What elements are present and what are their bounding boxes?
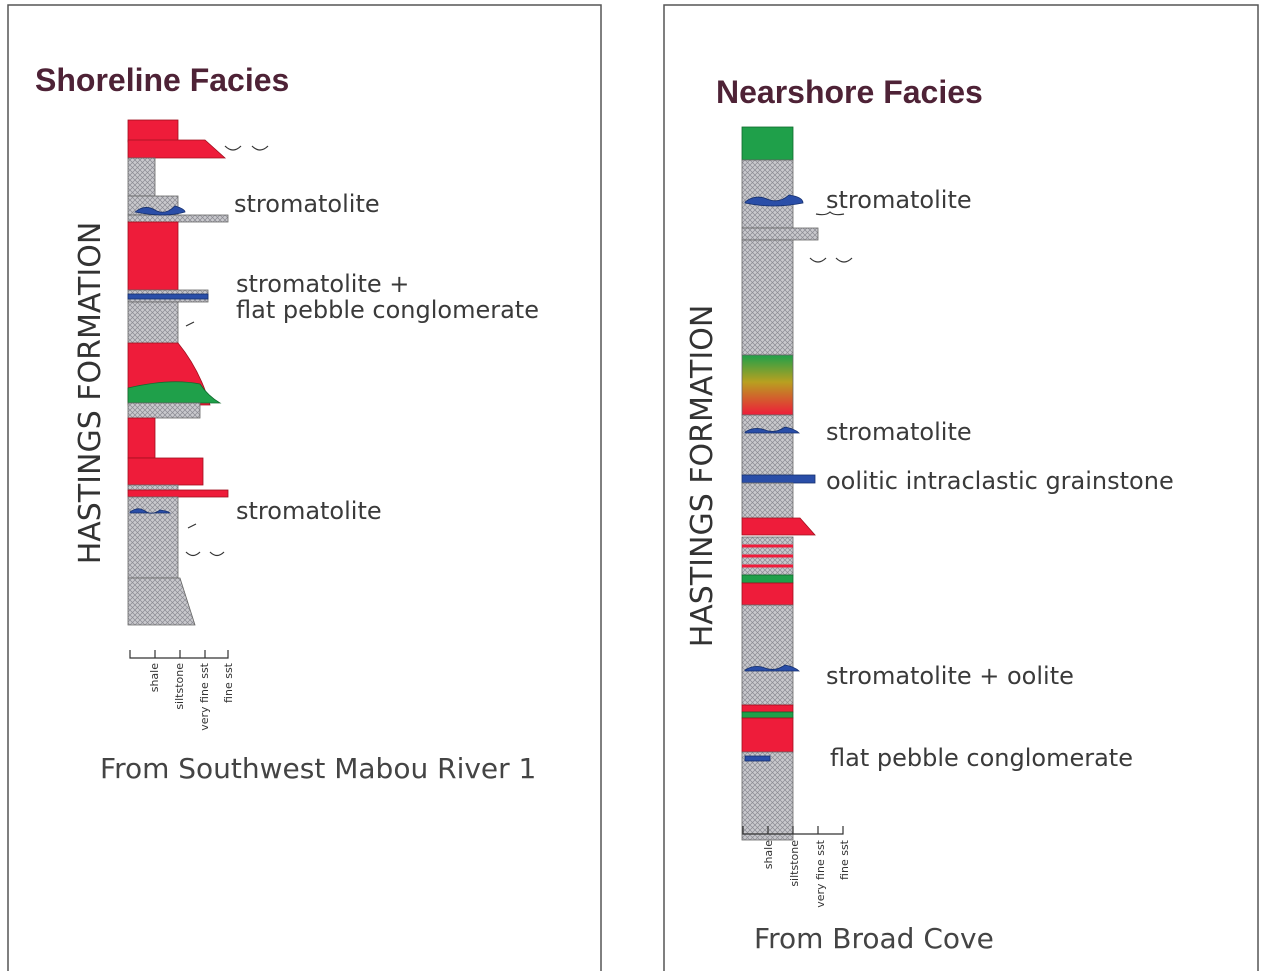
column — [742, 127, 818, 840]
annotation: stromatolite — [236, 497, 382, 525]
annotation: flat pebble conglomerate — [236, 296, 539, 324]
page: Shoreline Facies HASTINGS FORMATION shal… — [0, 0, 1264, 971]
bed — [128, 140, 225, 158]
grain-label: siltstone — [173, 663, 186, 710]
bed — [128, 578, 195, 625]
panel-right: Nearshore Facies HASTINGS FORMATION shal… — [664, 5, 1258, 971]
bed — [742, 575, 793, 583]
figure: Shoreline Facies HASTINGS FORMATION shal… — [0, 0, 1264, 971]
grain-axis — [130, 650, 228, 658]
formation-label: HASTINGS FORMATION — [73, 222, 108, 565]
bed — [128, 120, 178, 142]
annotation: stromatolite — [234, 190, 380, 218]
conglomerate — [745, 756, 770, 761]
bed — [128, 302, 178, 343]
panel-left: Shoreline Facies HASTINGS FORMATION shal… — [8, 5, 601, 971]
bed — [742, 518, 815, 535]
grain-label: very fine sst — [198, 662, 211, 730]
bed — [128, 418, 155, 458]
bed — [128, 158, 155, 196]
bed — [742, 712, 793, 718]
bed — [742, 415, 793, 475]
bed — [742, 355, 793, 415]
bed — [128, 382, 220, 403]
bed — [742, 705, 793, 712]
bed — [742, 483, 793, 518]
grain-label: shale — [148, 663, 161, 692]
bed — [742, 605, 793, 705]
bed — [742, 228, 818, 240]
caption: From Southwest Mabou River 1 — [100, 752, 536, 785]
bed — [742, 240, 793, 355]
column — [128, 120, 228, 625]
panel-title: Shoreline Facies — [35, 62, 289, 98]
grain-label: shale — [762, 840, 775, 869]
bed — [128, 490, 228, 497]
annotation: oolitic intraclastic grainstone — [826, 467, 1174, 495]
bed — [128, 485, 178, 490]
bed — [128, 215, 228, 222]
grain-label: fine sst — [222, 662, 235, 703]
grain-label: fine sst — [838, 839, 851, 880]
annotation: flat pebble conglomerate — [830, 744, 1133, 772]
annotation: stromatolite + — [236, 270, 409, 298]
formation-label: HASTINGS FORMATION — [685, 305, 720, 648]
annotation: stromatolite — [826, 418, 972, 446]
caption: From Broad Cove — [754, 922, 994, 955]
bed — [742, 127, 793, 160]
bed — [128, 222, 178, 290]
bed — [128, 458, 203, 485]
annotation: stromatolite + oolite — [826, 662, 1074, 690]
annotation: stromatolite — [826, 186, 972, 214]
bed — [742, 718, 793, 752]
panel-title: Nearshore Facies — [716, 74, 983, 110]
bed — [128, 403, 200, 418]
bed — [742, 583, 793, 605]
bed — [742, 160, 793, 228]
grainstone — [742, 475, 815, 483]
grain-label: very fine sst — [814, 839, 827, 907]
grain-label: siltstone — [788, 840, 801, 887]
conglomerate — [128, 294, 208, 299]
